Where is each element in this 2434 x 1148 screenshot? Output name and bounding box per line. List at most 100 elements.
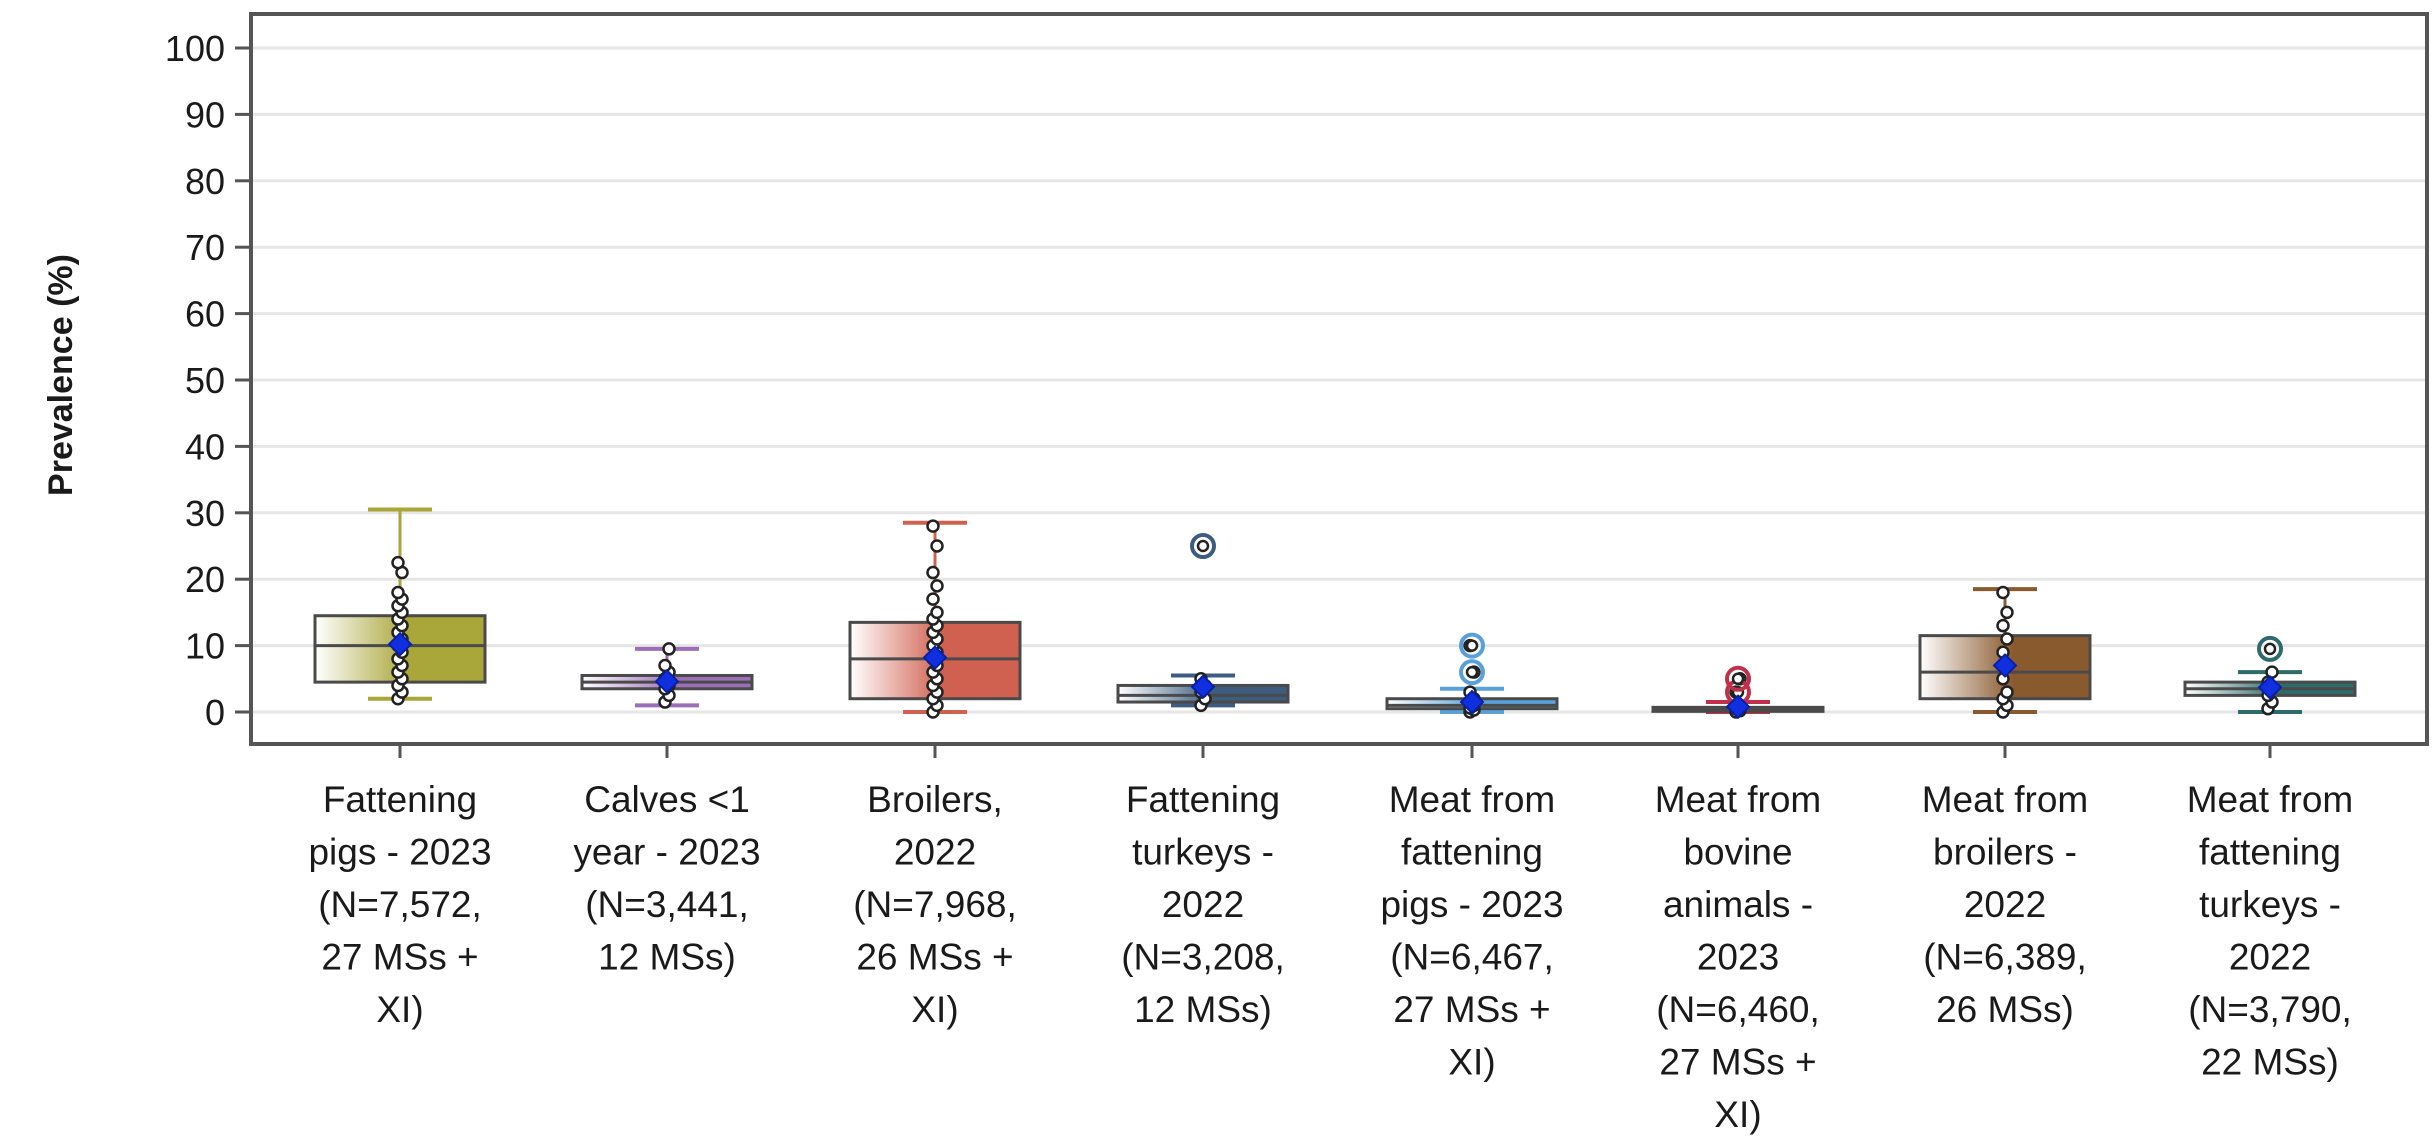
outlier-point (1465, 639, 1479, 652)
category-label-line: XI) (911, 989, 958, 1030)
data-point (2000, 632, 2014, 646)
data-point (1996, 618, 2010, 633)
category-label-line: broilers - (1933, 832, 2077, 873)
y-tick-label: 0 (205, 692, 225, 733)
category-label-line: (N=3,441, (585, 884, 749, 925)
category-label-line: (N=7,572, (318, 884, 482, 925)
outlier-marker (1725, 665, 1751, 692)
mean-marker (922, 645, 948, 670)
category-label-line: Meat from (1389, 779, 1556, 820)
box-group (1651, 665, 1825, 720)
category-label-line: XI) (1448, 1042, 1495, 1083)
category-label-line: turkeys - (1132, 832, 1274, 873)
y-tick-label: 90 (185, 94, 225, 135)
x-axis: Fattening pigs - 2023 (N=7,572, 27 MSs + XI)… (308, 744, 2353, 1135)
y-tick-label: 30 (185, 493, 225, 534)
category-label-line: 2023 (1697, 937, 1779, 978)
data-point (926, 592, 940, 606)
category-label-line: 26 MSs + (856, 937, 1013, 978)
category-label-line: 27 MSs + (1393, 989, 1550, 1030)
y-tick-label: 50 (185, 360, 225, 401)
category-label-line: (N=6,460, (1656, 989, 1820, 1030)
mean-marker (1190, 674, 1216, 700)
category-label-line: Broilers, (867, 779, 1003, 820)
data-point (2000, 685, 2014, 699)
mean-marker (387, 631, 413, 657)
category-label-line: Fattening (323, 779, 477, 820)
outlier-marker (1459, 632, 1485, 659)
category-label-line: 2022 (894, 832, 976, 873)
data-point (926, 565, 940, 580)
category-label-line: (N=6,467, (1390, 937, 1554, 978)
data-point (2265, 665, 2279, 679)
outlier-point (2263, 642, 2277, 656)
category-label-line: turkeys - (2199, 884, 2341, 925)
data-point (930, 579, 944, 593)
box-group (313, 507, 487, 706)
category-label-line: XI) (376, 989, 423, 1030)
data-point (926, 519, 940, 533)
data-point (2000, 605, 2014, 620)
outlier-point (1465, 665, 1479, 679)
category-label-line: animals - (1663, 884, 1813, 925)
y-tick-label: 100 (165, 28, 225, 69)
category-label-line: Meat from (1922, 779, 2089, 820)
outlier-point (1731, 672, 1745, 686)
category-label-line: fattening (1401, 832, 1543, 873)
outlier-point (1196, 539, 1210, 553)
mean-marker (2257, 675, 2283, 700)
mean-marker (1992, 653, 2018, 678)
box-group (1918, 585, 2092, 719)
category-label-line: 2022 (1964, 884, 2046, 925)
category-label-line: Calves <1 (584, 779, 750, 820)
y-axis: 0 10 20 30 40 50 60 70 80 90 100 (165, 28, 251, 733)
outlier-marker (2257, 635, 2283, 662)
outlier-marker (1459, 659, 1485, 686)
category-label-line: (N=6,389, (1923, 937, 2087, 978)
category-label-line: 12 MSs) (598, 937, 736, 978)
category-label-line: (N=3,790, (2188, 989, 2352, 1030)
data-point (930, 605, 944, 620)
box-group (2183, 635, 2357, 716)
y-tick-label: 60 (185, 294, 225, 335)
category-label-line: 27 MSs + (1659, 1042, 1816, 1083)
category-label-line: pigs - 2023 (1380, 884, 1563, 925)
mean-marker (654, 669, 680, 694)
box-group (1116, 533, 1290, 713)
category-label-line: (N=3,208, (1121, 937, 1285, 978)
category-label-line: 12 MSs) (1134, 989, 1272, 1030)
mean-marker (1459, 689, 1485, 715)
category-label-line: 22 MSs) (2201, 1042, 2339, 1083)
y-tick-label: 10 (185, 626, 225, 667)
data-point (662, 642, 676, 656)
category-label-line: 27 MSs + (321, 937, 478, 978)
outlier-marker (1190, 533, 1216, 559)
box-group (848, 519, 1022, 719)
category-label-line: fattening (2199, 832, 2341, 873)
mean-marker (1725, 694, 1751, 720)
category-label-line: year - 2023 (573, 832, 760, 873)
y-axis-title: Prevalence (%) (42, 254, 80, 496)
category-label-line: Fattening (1126, 779, 1280, 820)
data-point (930, 539, 944, 553)
data-point (391, 585, 405, 600)
category-label-line: Meat from (1655, 779, 1822, 820)
y-tick-label: 80 (185, 161, 225, 202)
box-group (580, 642, 754, 709)
data-point (658, 658, 672, 673)
data-point (391, 555, 405, 570)
grid (253, 46, 2425, 714)
category-label-line: 2022 (2229, 937, 2311, 978)
category-label-line: bovine (1683, 832, 1792, 873)
boxes (313, 507, 2357, 720)
category-label-line: pigs - 2023 (308, 832, 491, 873)
y-tick-label: 40 (185, 426, 225, 467)
category-label-line: XI) (1714, 1094, 1761, 1135)
category-label-line: (N=7,968, (853, 884, 1017, 925)
y-tick-label: 70 (185, 227, 225, 268)
category-label-line: Meat from (2187, 779, 2354, 820)
box-group (1385, 632, 1559, 719)
y-tick-label: 20 (185, 559, 225, 600)
